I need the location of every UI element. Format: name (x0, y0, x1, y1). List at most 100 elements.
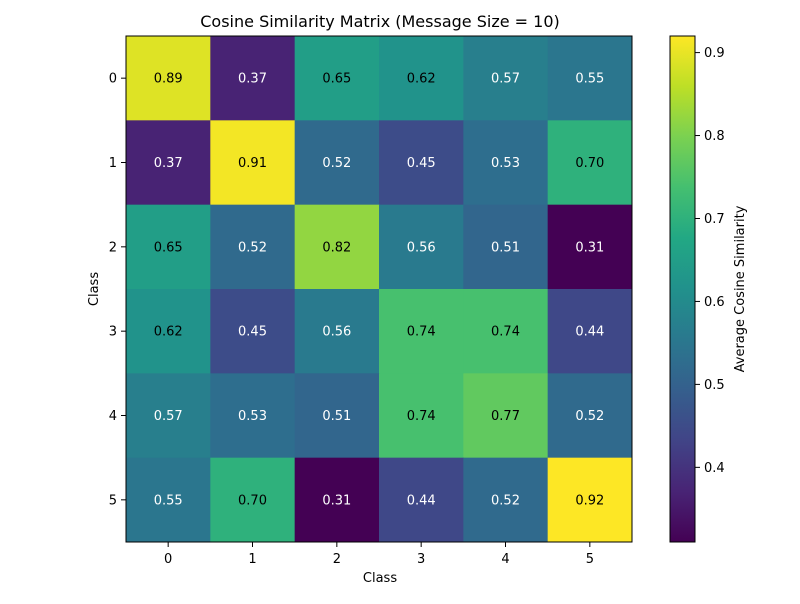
cell-value-5-3: 0.44 (407, 493, 436, 508)
heatmap-cell-4-5 (547, 373, 633, 459)
cell-value-0-2: 0.65 (322, 72, 351, 87)
cell-value-2-0: 0.65 (154, 240, 183, 255)
heatmap-cell-1-0 (126, 120, 211, 206)
heatmap-cell-3-3 (379, 289, 464, 374)
cell-value-2-4: 0.51 (491, 240, 520, 255)
cell-value-4-1: 0.53 (238, 409, 267, 424)
cell-value-1-5: 0.70 (575, 156, 604, 171)
x-tick-label-3: 3 (417, 552, 425, 567)
y-tick-label-5: 5 (109, 493, 117, 508)
heatmap-cell-4-4 (463, 373, 549, 459)
y-axis-label: Class (87, 272, 102, 306)
cell-value-4-3: 0.74 (407, 409, 436, 424)
heatmap-cell-3-0 (126, 289, 211, 374)
cell-value-1-3: 0.45 (407, 156, 436, 171)
heatmap-cell-0-4 (463, 36, 549, 121)
heatmap-cell-0-3 (379, 36, 464, 121)
heatmap-cell-2-0 (126, 204, 211, 290)
cell-value-5-1: 0.70 (238, 493, 267, 508)
heatmap-cell-3-4 (463, 289, 549, 374)
heatmap-cell-1-1 (210, 120, 296, 206)
cell-value-0-3: 0.62 (407, 72, 436, 87)
cell-value-2-1: 0.52 (238, 240, 267, 255)
cell-value-5-2: 0.31 (322, 493, 351, 508)
heatmap-cell-5-0 (126, 457, 211, 543)
heatmap-cell-1-4 (463, 120, 549, 206)
heatmap-cell-5-5 (547, 457, 633, 543)
colorbar-tick-label-3: 0.7 (704, 212, 725, 227)
cell-value-1-2: 0.52 (322, 156, 351, 171)
colorbar-tick-label-4: 0.8 (704, 129, 725, 144)
heatmap-cells (126, 36, 633, 543)
heatmap-cell-1-2 (294, 120, 380, 206)
cell-value-4-5: 0.52 (575, 409, 604, 424)
cell-value-3-3: 0.74 (407, 325, 436, 340)
heatmap-cell-2-1 (210, 204, 296, 290)
cell-value-5-4: 0.52 (491, 493, 520, 508)
y-tick-label-4: 4 (109, 409, 117, 424)
heatmap-cell-4-0 (126, 373, 211, 459)
heatmap-cell-1-5 (547, 120, 633, 206)
heatmap-cell-3-5 (547, 289, 633, 374)
y-tick-label-0: 0 (109, 72, 117, 87)
cell-value-0-4: 0.57 (491, 72, 520, 87)
cell-value-0-1: 0.37 (238, 72, 267, 87)
heatmap-cell-2-2 (294, 204, 380, 290)
x-tick-label-5: 5 (586, 552, 594, 567)
heatmap-cell-5-1 (210, 457, 296, 543)
heatmap-cell-4-2 (294, 373, 380, 459)
cell-value-2-3: 0.56 (407, 240, 436, 255)
colorbar (669, 35, 696, 543)
x-tick-label-0: 0 (164, 552, 172, 567)
heatmap-cell-0-0 (126, 36, 211, 121)
heatmap-cell-5-3 (379, 457, 464, 543)
cell-value-3-4: 0.74 (491, 325, 520, 340)
cell-value-1-0: 0.37 (154, 156, 183, 171)
heatmap-cell-1-3 (379, 120, 464, 206)
cell-value-1-1: 0.91 (238, 156, 267, 171)
colorbar-tick-label-1: 0.5 (704, 378, 725, 393)
plot-frame (125, 35, 633, 543)
chart-title: Cosine Similarity Matrix (Message Size =… (200, 12, 559, 31)
cell-value-5-0: 0.55 (154, 493, 183, 508)
x-tick-label-2: 2 (333, 552, 341, 567)
heatmap-cell-0-1 (210, 36, 296, 121)
cell-value-4-2: 0.51 (322, 409, 351, 424)
heatmap-cell-0-5 (547, 36, 633, 121)
colorbar-tick-label-0: 0.4 (704, 461, 725, 476)
cell-value-2-5: 0.31 (575, 240, 604, 255)
cell-value-5-5: 0.92 (575, 493, 604, 508)
cell-value-3-1: 0.45 (238, 325, 267, 340)
colorbar-tick-label-5: 0.9 (704, 46, 725, 61)
cell-value-4-0: 0.57 (154, 409, 183, 424)
colorbar-label: Average Cosine Similarity (733, 205, 748, 372)
heatmap-cell-2-4 (463, 204, 549, 290)
x-axis-label: Class (363, 571, 397, 586)
heatmap-cell-0-2 (294, 36, 380, 121)
colorbar-ticks: 0.4 0.5 0.6 0.7 0.8 0.9 (695, 46, 725, 476)
y-tick-label-1: 1 (109, 156, 117, 171)
cell-value-3-5: 0.44 (575, 325, 604, 340)
x-tick-label-4: 4 (501, 552, 509, 567)
cell-value-3-0: 0.62 (154, 325, 183, 340)
cell-value-1-4: 0.53 (491, 156, 520, 171)
y-tick-label-2: 2 (109, 240, 117, 255)
heatmap-cell-4-1 (210, 373, 296, 459)
cell-value-2-2: 0.82 (322, 240, 351, 255)
x-tick-label-1: 1 (248, 552, 256, 567)
heatmap-cell-5-2 (294, 457, 380, 543)
heatmap-cell-2-5 (547, 204, 633, 290)
heatmap-cell-5-4 (463, 457, 549, 543)
cell-value-4-4: 0.77 (491, 409, 520, 424)
x-axis-ticks: 0 1 2 3 4 5 (164, 542, 594, 567)
cell-value-3-2: 0.56 (322, 325, 351, 340)
heatmap-cell-4-3 (379, 373, 464, 459)
heatmap-cell-labels: 0.89 0.37 0.65 0.62 0.57 0.55 0.37 0.91 0.52 0.45… (154, 72, 605, 509)
heatmap-cell-3-1 (210, 289, 296, 374)
y-axis-ticks: 0 1 2 3 4 5 (109, 72, 126, 508)
cell-value-0-0: 0.89 (154, 72, 183, 87)
colorbar-tick-label-2: 0.6 (704, 295, 725, 310)
heatmap-cell-2-3 (379, 204, 464, 290)
y-tick-label-3: 3 (109, 325, 117, 340)
